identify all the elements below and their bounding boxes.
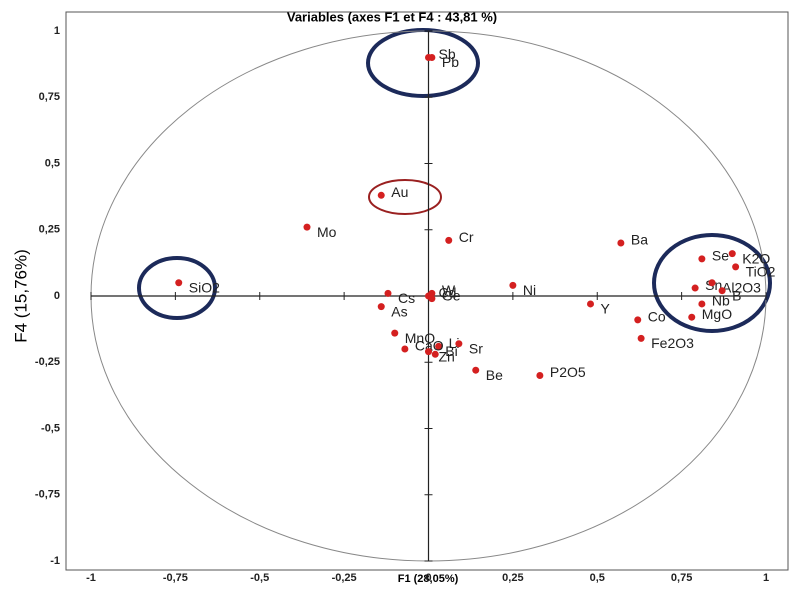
- y-axis-title: F4 (15,76%): [11, 249, 30, 343]
- point-label: Fe2O3: [651, 335, 694, 351]
- point-label: Al2O3: [722, 279, 761, 295]
- point-label: Be: [486, 367, 503, 383]
- point: [455, 340, 463, 348]
- point-label: Pb: [442, 54, 459, 70]
- point: [708, 279, 716, 287]
- highlight-ellipse: [366, 28, 480, 98]
- point-label: MnO: [405, 330, 435, 346]
- highlight-ellipse: [368, 179, 442, 215]
- point-label: Cd: [439, 285, 457, 301]
- point-label: Sr: [469, 340, 483, 356]
- point: [377, 191, 385, 199]
- x-tick-label: -0,75: [163, 572, 188, 584]
- point-label: Cr: [459, 229, 474, 245]
- point-label: MgO: [702, 306, 732, 322]
- point-label: Li: [449, 335, 460, 351]
- point: [728, 250, 736, 258]
- point-label: As: [391, 303, 407, 319]
- point: [688, 313, 696, 321]
- point-label: Nb: [712, 293, 730, 309]
- point: [428, 54, 436, 61]
- point: [634, 316, 642, 324]
- point-label: B: [732, 287, 741, 303]
- y-tick-label: 1: [54, 25, 60, 37]
- y-tick-label: 0,5: [45, 157, 60, 169]
- point: [587, 300, 594, 308]
- x-tick-label: 0,75: [671, 572, 692, 584]
- point-label: W: [442, 282, 456, 298]
- point-label: CaO: [415, 338, 444, 354]
- point-label: Ge: [442, 287, 461, 303]
- point-label: Co: [648, 309, 666, 325]
- highlight-ellipse: [137, 256, 217, 320]
- chart-title: Variables (axes F1 et F4 : 43,81 %): [287, 9, 497, 24]
- x-tick-label: 0: [425, 572, 431, 584]
- highlight-ellipse: [652, 233, 772, 333]
- point: [303, 223, 311, 231]
- y-tick-label: -0,75: [35, 489, 60, 501]
- x-tick-label: -0,5: [250, 572, 269, 584]
- point-label: Sb: [439, 46, 456, 62]
- y-tick-label: 0: [54, 290, 60, 302]
- point: [509, 281, 517, 289]
- y-tick-label: -0,5: [41, 422, 60, 434]
- y-tick-label: 0,25: [39, 224, 60, 236]
- point-label: Mo: [317, 224, 337, 240]
- point: [428, 295, 436, 303]
- point: [445, 236, 453, 244]
- x-axis-title: F1 (28,05%): [398, 573, 459, 585]
- x-tick-label: 0,5: [590, 572, 605, 584]
- x-tick-label: -1: [86, 572, 96, 584]
- x-tick-label: 0,25: [502, 572, 523, 584]
- point: [401, 345, 409, 353]
- point: [718, 287, 726, 295]
- point: [698, 300, 706, 308]
- point: [732, 263, 740, 271]
- point: [425, 348, 432, 356]
- point-label: Y: [601, 301, 611, 317]
- point-label: Se: [712, 248, 729, 264]
- point-label: Ba: [631, 232, 648, 248]
- y-tick-label: 0,75: [39, 91, 60, 103]
- point-label: K2O: [742, 250, 770, 266]
- point: [691, 284, 699, 292]
- point: [435, 342, 443, 350]
- y-tick-label: -0,25: [35, 356, 60, 368]
- y-tick-label: -1: [50, 555, 60, 567]
- point-label: Cs: [398, 290, 415, 306]
- point-label: Zn: [439, 348, 455, 364]
- point-label: TiO2: [746, 264, 776, 280]
- point: [377, 303, 385, 311]
- point-label: SiO2: [189, 279, 220, 295]
- point: [384, 289, 392, 297]
- x-tick-label: 1: [763, 572, 769, 584]
- point-label: Ni: [523, 282, 536, 298]
- point-label: Au: [391, 184, 408, 200]
- point: [472, 366, 480, 374]
- point: [175, 279, 183, 287]
- point: [431, 350, 439, 358]
- point: [698, 255, 706, 263]
- point: [536, 372, 544, 379]
- x-tick-label: -0,25: [332, 572, 357, 584]
- point: [617, 239, 625, 247]
- point-label: P2O5: [550, 364, 586, 380]
- plot-frame: [65, 11, 789, 571]
- point-label: Bi: [445, 343, 457, 359]
- point: [391, 329, 399, 337]
- point: [637, 334, 645, 342]
